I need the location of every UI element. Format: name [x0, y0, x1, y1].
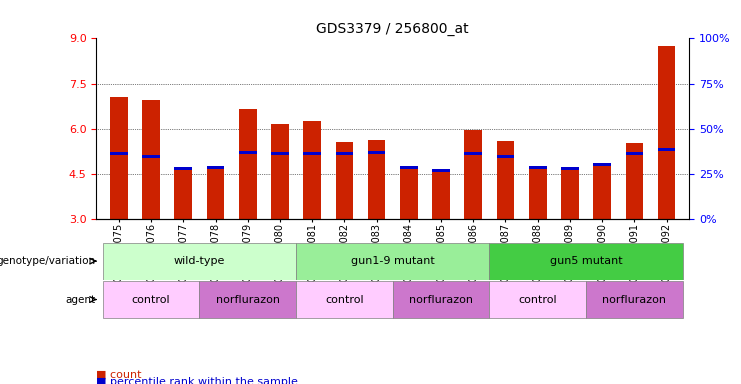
Bar: [561, 168, 579, 219]
Bar: [594, 163, 611, 166]
Bar: [271, 124, 289, 219]
Bar: [303, 121, 321, 219]
Bar: [432, 171, 450, 219]
Bar: [207, 166, 225, 169]
Bar: [400, 166, 418, 169]
Text: norflurazon: norflurazon: [602, 295, 666, 305]
Bar: [142, 155, 160, 158]
Bar: [368, 140, 385, 219]
Bar: [658, 147, 676, 151]
Bar: [207, 167, 225, 219]
Bar: [625, 143, 643, 219]
Text: ■ percentile rank within the sample: ■ percentile rank within the sample: [96, 377, 298, 384]
Bar: [432, 169, 450, 172]
Bar: [496, 141, 514, 219]
Bar: [303, 152, 321, 156]
Bar: [489, 281, 586, 318]
Text: ■ count: ■ count: [96, 369, 142, 379]
Bar: [239, 109, 256, 219]
Title: GDS3379 / 256800_at: GDS3379 / 256800_at: [316, 22, 469, 36]
Bar: [465, 130, 482, 219]
Bar: [393, 281, 489, 318]
Bar: [594, 164, 611, 219]
Bar: [336, 142, 353, 219]
Bar: [239, 151, 256, 154]
Bar: [529, 166, 547, 169]
Text: control: control: [325, 295, 364, 305]
Text: genotype/variation: genotype/variation: [0, 256, 96, 266]
Bar: [110, 97, 127, 219]
Text: agent: agent: [65, 295, 96, 305]
Bar: [142, 100, 160, 219]
Bar: [368, 151, 385, 154]
Text: control: control: [132, 295, 170, 305]
Bar: [586, 281, 682, 318]
Bar: [174, 168, 192, 219]
Bar: [489, 243, 682, 280]
Bar: [103, 281, 199, 318]
Bar: [625, 152, 643, 156]
Bar: [296, 281, 393, 318]
Bar: [103, 243, 296, 280]
Bar: [496, 155, 514, 158]
Text: gun1-9 mutant: gun1-9 mutant: [350, 256, 435, 266]
Bar: [336, 152, 353, 156]
Bar: [658, 46, 676, 219]
Bar: [529, 167, 547, 219]
Text: gun5 mutant: gun5 mutant: [550, 256, 622, 266]
Text: wild-type: wild-type: [173, 256, 225, 266]
Bar: [271, 152, 289, 155]
Bar: [174, 167, 192, 170]
Bar: [296, 243, 489, 280]
Text: norflurazon: norflurazon: [409, 295, 473, 305]
Text: control: control: [519, 295, 557, 305]
Bar: [561, 167, 579, 170]
Text: norflurazon: norflurazon: [216, 295, 280, 305]
Bar: [465, 152, 482, 156]
Bar: [199, 281, 296, 318]
Bar: [110, 152, 127, 155]
Bar: [400, 167, 418, 219]
